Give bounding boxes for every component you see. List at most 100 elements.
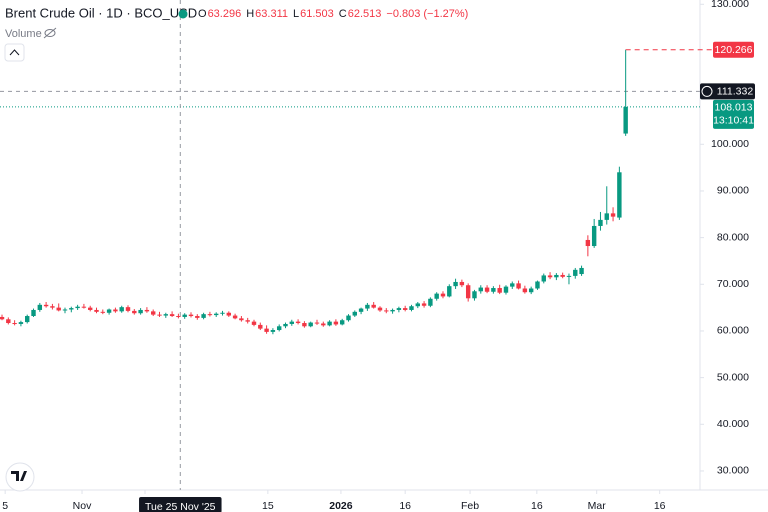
candle-body	[623, 106, 628, 134]
candle-body	[62, 309, 68, 311]
last-price-box	[713, 99, 754, 129]
legend-value: 63.311	[255, 8, 288, 20]
candle-body	[415, 303, 420, 307]
candle-body	[6, 319, 11, 324]
candle-body	[510, 283, 515, 287]
candle-body	[579, 267, 584, 275]
x-tick-label: 15	[262, 500, 274, 512]
x-tick-label: 5	[2, 500, 8, 512]
candle-body	[207, 314, 213, 316]
candle-body	[396, 308, 402, 310]
collapse-icon	[9, 49, 20, 56]
candle-body	[610, 213, 616, 217]
candle-body	[409, 306, 414, 310]
candle-body	[138, 309, 143, 314]
candle-body	[566, 275, 572, 277]
market-status	[178, 9, 188, 19]
candle-body	[617, 172, 622, 218]
add-alert-icon[interactable]	[701, 85, 713, 97]
candle-body	[258, 324, 263, 329]
crosshair-price-box	[700, 83, 755, 100]
tv-logo[interactable]	[5, 462, 35, 492]
legend-value: 63.296	[208, 8, 242, 20]
candle-body	[195, 316, 200, 318]
candle-body	[503, 286, 509, 293]
high-label-box	[713, 41, 754, 58]
candle-body	[384, 310, 389, 312]
candle-body	[18, 322, 24, 324]
candle-body	[573, 269, 578, 276]
y-tick-label: 130.000	[711, 0, 749, 10]
candle-body	[289, 321, 294, 324]
candle-body	[81, 306, 87, 308]
candle-body	[390, 309, 395, 312]
candle-body	[270, 330, 276, 332]
high-label: 120.266	[715, 44, 753, 56]
candle-body	[182, 314, 187, 317]
candle-body	[314, 322, 320, 324]
candle-body	[472, 291, 477, 299]
candle-body	[132, 310, 137, 314]
candle-body	[327, 321, 332, 326]
candle-body	[150, 311, 156, 315]
symbol-title[interactable]: Brent Crude Oil · 1D · BCO_USD	[5, 5, 197, 20]
candle-body	[377, 307, 383, 311]
candle-body	[516, 283, 521, 289]
y-tick-label: 70.000	[717, 278, 749, 290]
candle-body	[604, 213, 609, 220]
candle-body	[220, 312, 225, 314]
candle-body	[169, 314, 175, 317]
candle-body	[251, 321, 257, 325]
candle-body	[453, 281, 458, 287]
candle-body	[226, 312, 232, 316]
candle-body	[125, 307, 131, 311]
crosshair-date-box	[139, 497, 222, 512]
ohlc-legend: O 63.296 H 63.311 L 61.503 C 62.513 −0.803 (−1.2…	[198, 8, 468, 20]
candle-body	[276, 326, 282, 331]
candle-body	[50, 306, 55, 308]
x-tick-label: 2026	[329, 500, 353, 512]
candle-body	[547, 275, 553, 278]
collapse-button[interactable]	[4, 43, 25, 62]
candle-body	[535, 281, 540, 289]
crosshair-date-label: Tue 25 Nov '25	[145, 501, 216, 512]
candle-body	[106, 309, 112, 313]
candle-body	[434, 293, 439, 299]
candle-body	[75, 306, 80, 309]
candle-body	[157, 314, 162, 316]
candle-body	[459, 281, 465, 286]
candle-body	[352, 311, 357, 316]
x-tick-label: Mar	[588, 500, 607, 512]
y-tick-label: 60.000	[717, 325, 749, 337]
candle-body	[12, 323, 17, 325]
hide-icon[interactable]	[43, 27, 57, 39]
candle-body	[56, 307, 61, 311]
candle-body	[213, 313, 219, 316]
candle-body	[428, 298, 433, 306]
candle-body	[333, 321, 339, 325]
candle-body	[560, 274, 565, 277]
candle-body	[365, 304, 370, 309]
x-tick-label: 16	[531, 500, 543, 512]
candle-body	[37, 304, 43, 310]
candle-body	[302, 323, 307, 327]
legend-key: C	[339, 8, 347, 20]
volume-label[interactable]: Volume	[5, 28, 42, 40]
candle-body	[421, 303, 427, 306]
candle-body	[358, 308, 364, 312]
candle-body	[465, 285, 471, 299]
candle-body	[598, 219, 603, 226]
candle-body	[88, 307, 93, 310]
y-tick-label: 40.000	[717, 418, 749, 430]
candle-body	[321, 323, 326, 326]
candle-body	[239, 318, 244, 321]
candle-body	[176, 316, 181, 318]
candle-body	[25, 316, 30, 323]
legend-key: L	[293, 8, 299, 20]
candle-body	[522, 288, 528, 293]
y-tick-label: 50.000	[717, 371, 749, 383]
y-tick-label: 100.000	[711, 138, 749, 150]
legend-value: 62.513	[348, 8, 382, 20]
